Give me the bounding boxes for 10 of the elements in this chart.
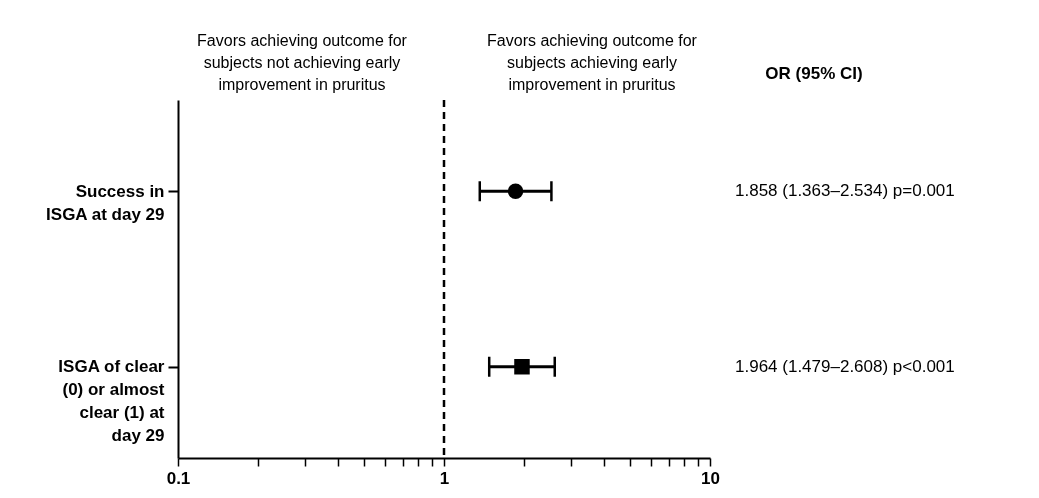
text: Favors achieving outcome for subjects achieving early improvement in pruritus [487, 32, 698, 93]
text: Favors achieving outcome for subjects not achieving early improvement in pruritus [197, 32, 408, 93]
y-tick-label: Success in ISGA at day 29 [46, 181, 165, 224]
y-tick-label: ISGA of clear (0) or almost clear (1) at day 29 [58, 357, 165, 446]
text: 1.858 (1.363–2.534) p=0.001 [735, 181, 955, 201]
x-tick-label: 1 [439, 468, 450, 488]
text: 1.964 (1.479–2.608) p<0.001 [735, 356, 955, 376]
text: OR (95% CI) [765, 64, 863, 83]
x-tick-label: 10 [701, 468, 720, 488]
x-tick-label: 0.1 [166, 468, 191, 488]
